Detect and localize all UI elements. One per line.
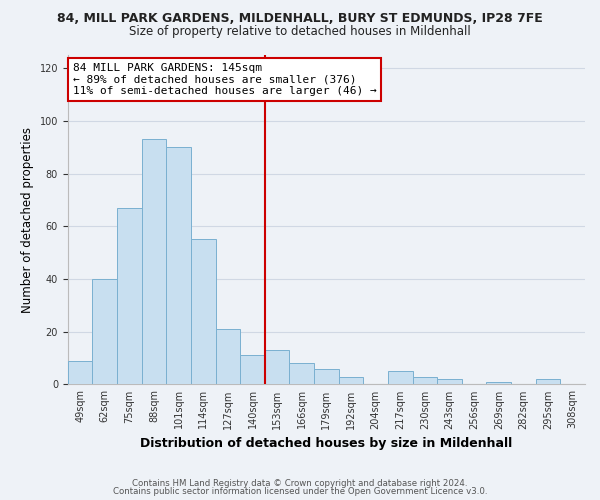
X-axis label: Distribution of detached houses by size in Mildenhall: Distribution of detached houses by size … — [140, 437, 512, 450]
Bar — [117, 208, 142, 384]
Bar — [142, 140, 166, 384]
Bar — [265, 350, 289, 384]
Bar — [92, 279, 117, 384]
Bar — [289, 364, 314, 384]
Text: 84, MILL PARK GARDENS, MILDENHALL, BURY ST EDMUNDS, IP28 7FE: 84, MILL PARK GARDENS, MILDENHALL, BURY … — [57, 12, 543, 26]
Bar — [166, 147, 191, 384]
Bar — [314, 368, 339, 384]
Bar — [215, 329, 240, 384]
Text: Contains HM Land Registry data © Crown copyright and database right 2024.: Contains HM Land Registry data © Crown c… — [132, 478, 468, 488]
Bar — [339, 376, 364, 384]
Text: 84 MILL PARK GARDENS: 145sqm
← 89% of detached houses are smaller (376)
11% of s: 84 MILL PARK GARDENS: 145sqm ← 89% of de… — [73, 63, 376, 96]
Bar — [240, 356, 265, 384]
Text: Contains public sector information licensed under the Open Government Licence v3: Contains public sector information licen… — [113, 487, 487, 496]
Bar — [437, 379, 462, 384]
Bar — [536, 379, 560, 384]
Bar — [191, 240, 215, 384]
Bar — [388, 372, 413, 384]
Text: Size of property relative to detached houses in Mildenhall: Size of property relative to detached ho… — [129, 25, 471, 38]
Bar — [487, 382, 511, 384]
Bar — [413, 376, 437, 384]
Bar — [68, 360, 92, 384]
Y-axis label: Number of detached properties: Number of detached properties — [21, 126, 34, 312]
